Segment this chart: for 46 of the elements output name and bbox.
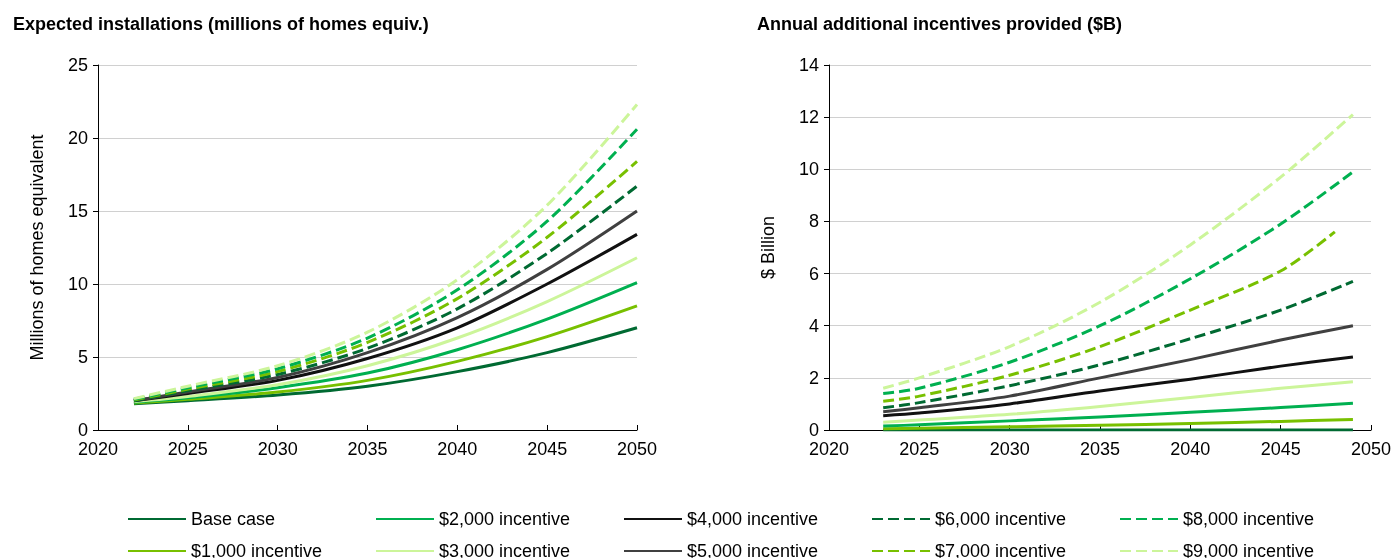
chart-title: Expected installations (millions of homes equiv.) (13, 14, 429, 34)
legend-label: $8,000 incentive (1183, 509, 1315, 529)
x-tick-label: 2025 (899, 439, 940, 459)
x-tick-label: 2025 (167, 439, 208, 459)
y-axis-title: $ Billion (758, 215, 778, 280)
y-tick-label: 20 (67, 128, 88, 148)
x-tick-label: 2040 (1170, 439, 1211, 459)
line-series (881, 279, 1355, 410)
y-tick-label: 0 (808, 420, 819, 440)
line-series (881, 355, 1355, 418)
chart-title: Annual additional incentives provided ($B) (757, 14, 1123, 34)
y-axis-title: Millions of homes equivalent (27, 134, 47, 361)
x-tick-label: 2035 (1079, 439, 1121, 459)
line-series (881, 230, 1337, 403)
y-tick-label: 10 (798, 159, 819, 180)
y-tick-label: 8 (808, 211, 819, 232)
line-series (881, 113, 1355, 390)
legend-label: $6,000 incentive (935, 509, 1067, 529)
legend-label: $4,000 incentive (687, 509, 819, 529)
x-tick-label: 2045 (1260, 439, 1301, 459)
y-tick-label: 15 (67, 201, 88, 221)
line-series (881, 324, 1355, 414)
x-tick-label: 2045 (527, 439, 568, 459)
y-tick-label: 6 (808, 263, 819, 284)
line-series (881, 418, 1355, 431)
x-tick-label: 2040 (437, 439, 478, 459)
x-tick-label: 2050 (1350, 439, 1392, 459)
y-tick-label: 0 (77, 420, 88, 440)
y-tick-label: 5 (77, 347, 88, 367)
y-tick-label: 4 (808, 315, 819, 336)
y-tick-label: 25 (67, 55, 88, 75)
y-tick-label: 2 (808, 367, 819, 388)
legend-label: Base case (191, 509, 276, 529)
x-tick-label: 2020 (77, 439, 119, 459)
y-tick-label: 12 (798, 107, 819, 128)
line-series (881, 170, 1355, 395)
x-tick-label: 2020 (808, 439, 850, 459)
y-tick-label: 10 (67, 274, 88, 294)
line-series (881, 380, 1355, 424)
legend-label: $2,000 incentive (439, 509, 571, 529)
y-tick-label: 14 (798, 55, 819, 75)
x-tick-label: 2035 (347, 439, 388, 459)
line-series (881, 401, 1355, 428)
x-tick-label: 2050 (616, 439, 658, 459)
x-tick-label: 2030 (257, 439, 298, 459)
x-tick-label: 2030 (989, 439, 1030, 459)
